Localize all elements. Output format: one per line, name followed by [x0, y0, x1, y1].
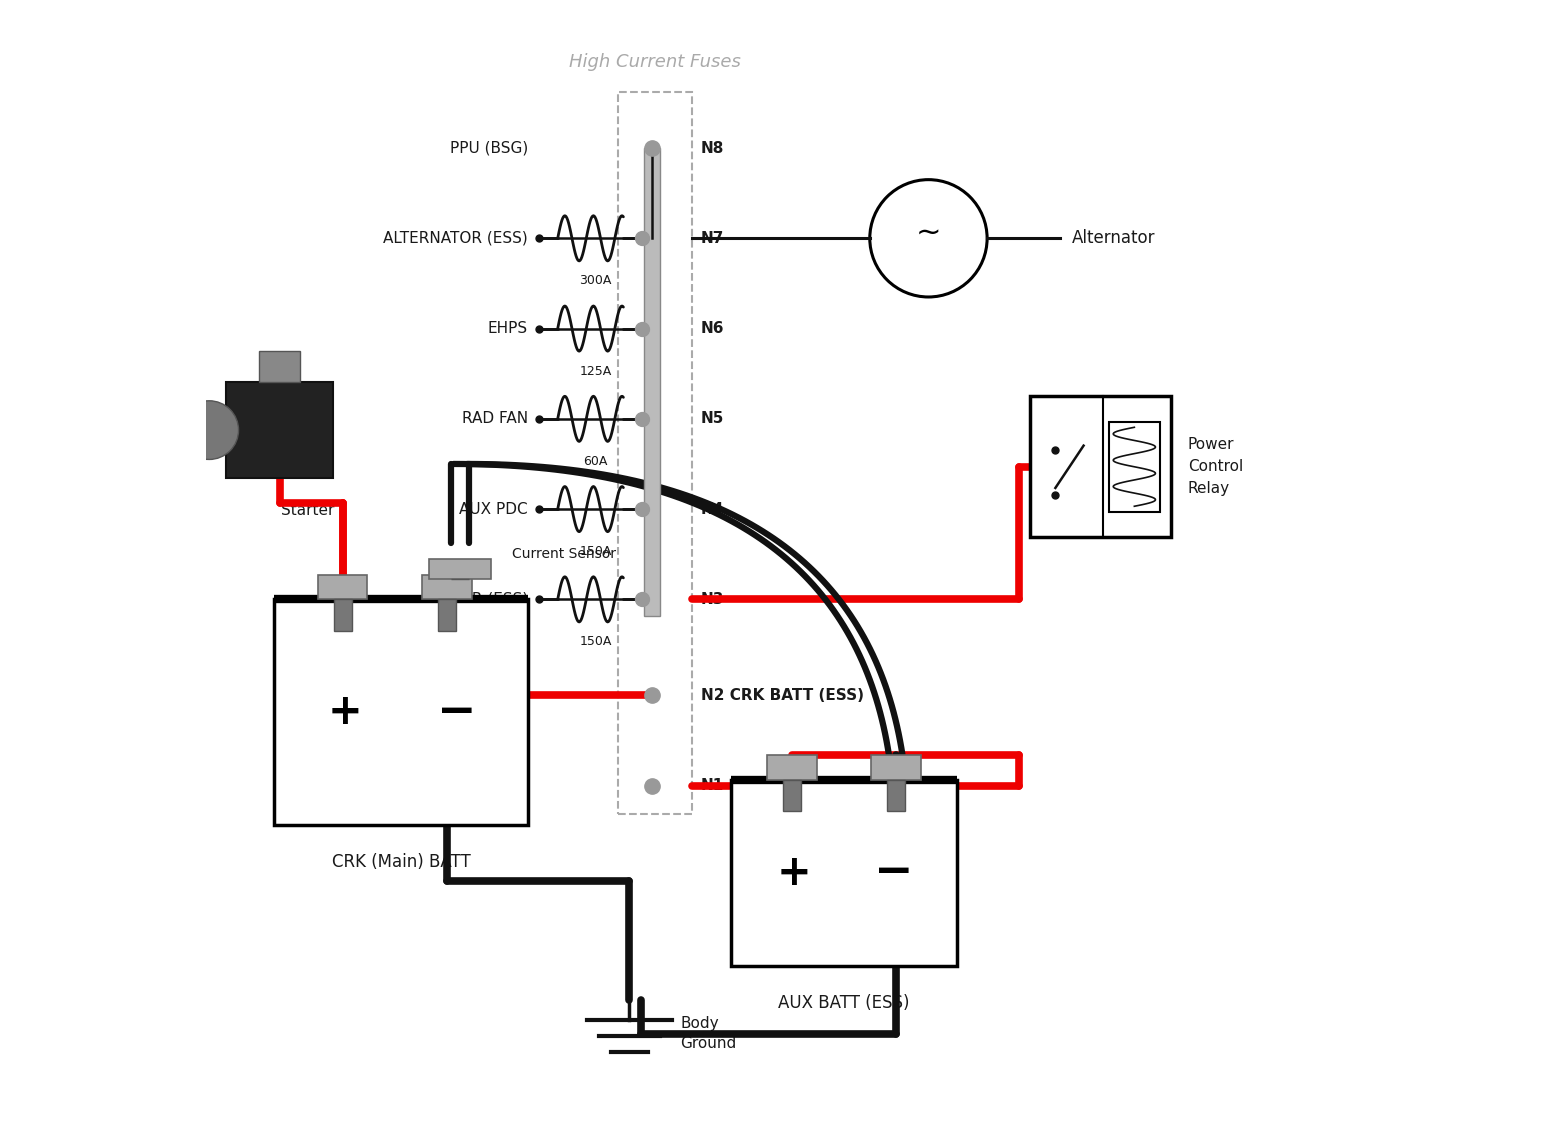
Bar: [259, 351, 300, 382]
Bar: [618, 92, 692, 813]
Bar: [317, 575, 367, 599]
Text: CRK (Main) BATT: CRK (Main) BATT: [331, 853, 470, 871]
Bar: [438, 599, 456, 631]
Text: Alternator: Alternator: [1071, 230, 1156, 248]
Text: PPU (BSG): PPU (BSG): [450, 140, 529, 156]
Bar: [333, 599, 351, 631]
Text: PCR (ESS): PCR (ESS): [452, 592, 529, 607]
Text: N3: N3: [701, 592, 724, 607]
Text: ALTERNATOR (ESS): ALTERNATOR (ESS): [384, 231, 529, 245]
Text: N7: N7: [701, 231, 724, 245]
Text: Starter: Starter: [282, 503, 334, 518]
Text: 150A: 150A: [579, 545, 612, 559]
Bar: [1029, 396, 1171, 537]
Bar: [730, 780, 957, 966]
Text: N4: N4: [701, 501, 724, 517]
Text: AUX PDC: AUX PDC: [459, 501, 529, 517]
Text: N8: N8: [701, 140, 724, 156]
Bar: [871, 756, 920, 780]
Bar: [430, 559, 492, 579]
Bar: [1110, 422, 1160, 512]
Bar: [644, 148, 660, 616]
Text: −: −: [438, 690, 476, 735]
Text: 150A: 150A: [579, 636, 612, 648]
Text: +: +: [328, 691, 362, 733]
Bar: [274, 599, 529, 824]
Text: 60A: 60A: [584, 455, 607, 468]
Bar: [783, 780, 801, 811]
Text: RAD FAN: RAD FAN: [462, 412, 529, 426]
Text: AUX BATT (ESS): AUX BATT (ESS): [778, 994, 909, 1012]
Text: N6: N6: [701, 321, 724, 336]
Bar: [227, 382, 333, 478]
Bar: [886, 780, 905, 811]
Text: High Current Fuses: High Current Fuses: [569, 53, 741, 71]
Circle shape: [180, 400, 239, 459]
Text: Body
Ground: Body Ground: [680, 1017, 737, 1051]
Text: 300A: 300A: [579, 275, 612, 287]
Text: ~: ~: [915, 218, 942, 248]
Text: N2 CRK BATT (ESS): N2 CRK BATT (ESS): [701, 688, 863, 702]
Text: +: +: [777, 852, 812, 893]
Text: −: −: [874, 851, 914, 896]
Text: Current Sensor: Current Sensor: [512, 547, 616, 561]
Bar: [422, 575, 472, 599]
Text: 125A: 125A: [579, 364, 612, 378]
Text: N5: N5: [701, 412, 724, 426]
Text: N1: N1: [701, 778, 724, 793]
Text: AUX BATT (ESS): AUX BATT (ESS): [407, 778, 529, 793]
Bar: [767, 756, 817, 780]
Text: EHPS: EHPS: [488, 321, 529, 336]
Circle shape: [869, 180, 988, 297]
Text: Power
Control
Relay: Power Control Relay: [1188, 437, 1244, 497]
